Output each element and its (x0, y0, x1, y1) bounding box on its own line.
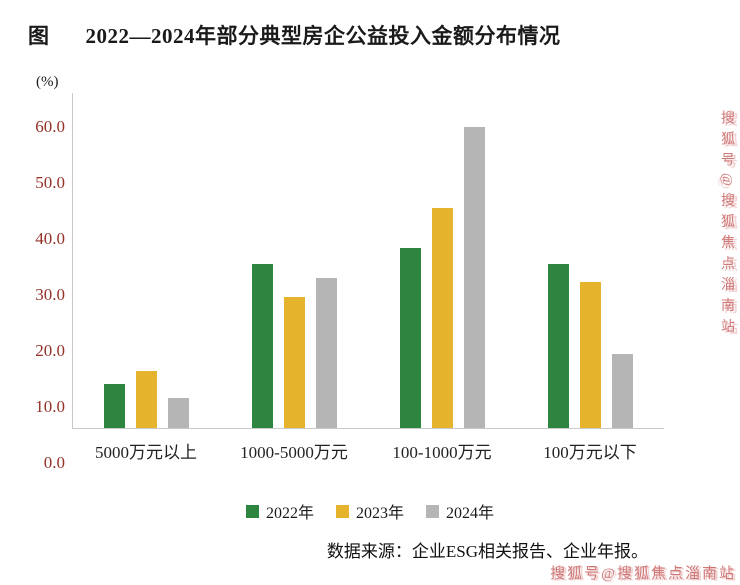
chart-area: 60.0 50.0 40.0 30.0 20.0 10.0 0.0 5000万元以上 1000… (26, 93, 740, 472)
bar-2022年-5000万元以上 (104, 384, 126, 428)
watermark-vertical: 搜狐号@搜狐焦点淄南站 (719, 110, 734, 340)
bar-group (221, 93, 369, 428)
bar-2022年-100-1000万元 (399, 247, 421, 428)
bar-2023年-100万元以下 (579, 281, 601, 428)
bar-2024年-100-1000万元 (463, 127, 485, 428)
plot-wrap: 5000万元以上 1000-5000万元 100-1000万元 100万元以下 (72, 93, 664, 463)
x-axis-labels: 5000万元以上 1000-5000万元 100-1000万元 100万元以下 (72, 438, 664, 463)
bar-2022年-100万元以下 (547, 263, 569, 428)
bar-2024年-100万元以下 (611, 353, 633, 428)
x-category-label: 100万元以下 (543, 443, 637, 462)
legend-item: 2022年 (245, 499, 314, 523)
legend-label: 2023年 (355, 505, 404, 522)
legend-label: 2022年 (265, 505, 314, 522)
legend: 2022年 2023年 2024年 (90, 499, 650, 523)
y-axis: 60.0 50.0 40.0 30.0 20.0 10.0 0.0 (35, 117, 65, 472)
data-source: 数据来源：企业ESG相关报告、企业年报。 (326, 542, 648, 561)
legend-item: 2023年 (335, 499, 404, 523)
bar-group (73, 93, 221, 428)
bar-2023年-1000-5000万元 (284, 296, 306, 428)
chart-title-row: 图 2022—2024年部分典型房企公益投入金额分布情况 (0, 0, 740, 50)
bar-2024年-1000-5000万元 (316, 278, 338, 428)
bar-2022年-1000-5000万元 (252, 263, 274, 428)
x-category-label: 100-1000万元 (392, 443, 492, 462)
bar-2023年-100-1000万元 (431, 208, 453, 428)
y-axis-unit-label: (%) (36, 74, 59, 90)
bar-group (369, 93, 517, 428)
bar-group (516, 93, 664, 428)
legend-item: 2024年 (426, 499, 494, 523)
watermark-bottom: 搜狐号@搜狐焦点淄南站 (550, 566, 736, 582)
figure-label: 图 (28, 24, 50, 48)
x-category-label: 5000万元以上 (95, 443, 197, 462)
bar-2023年-5000万元以上 (136, 370, 158, 428)
x-category-label: 1000-5000万元 (240, 443, 348, 462)
bar-2024年-5000万元以上 (168, 397, 190, 428)
legend-swatch (426, 504, 439, 518)
chart-title: 2022—2024年部分典型房企公益投入金额分布情况 (85, 24, 561, 48)
legend-label: 2024年 (446, 505, 495, 522)
plot-area (72, 93, 664, 429)
legend-swatch (335, 504, 349, 518)
legend-swatch (245, 504, 259, 518)
